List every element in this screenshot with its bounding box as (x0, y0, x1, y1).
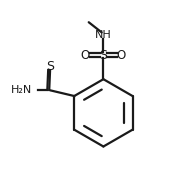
Text: O: O (117, 49, 126, 62)
Text: O: O (81, 49, 90, 62)
Text: NH: NH (95, 30, 112, 40)
Text: H₂N: H₂N (11, 85, 32, 95)
Text: S: S (99, 49, 107, 62)
Text: S: S (46, 60, 54, 73)
